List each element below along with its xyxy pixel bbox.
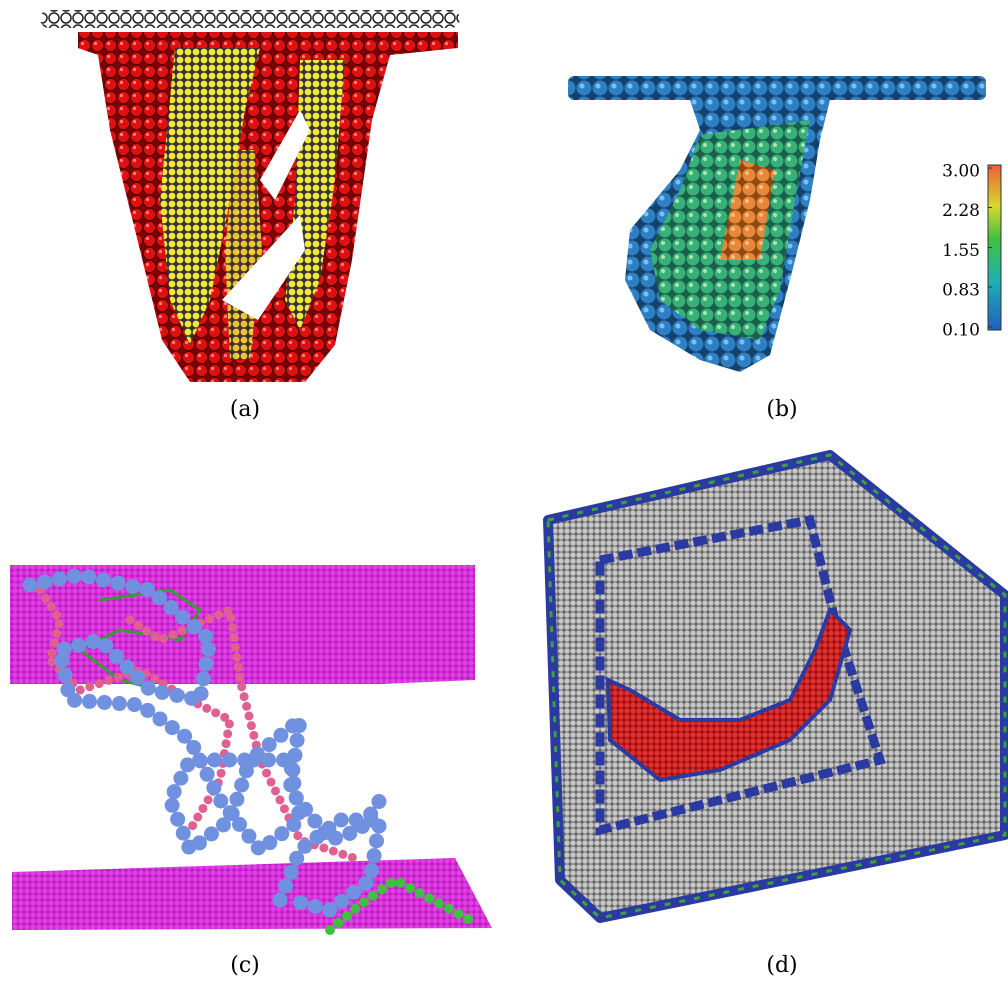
- panel-a-image: [40, 10, 460, 382]
- panel-b-image: [568, 76, 1001, 372]
- colorbar-tick-label: 2.28: [942, 201, 980, 221]
- figure: (a) (b) (c) (d) 3.00 2.28 1.55 0.83 0.10: [0, 0, 1008, 984]
- panel-label: (b): [766, 397, 797, 422]
- panel-label: (a): [230, 397, 260, 422]
- colorbar-tick-label: 3.00: [942, 162, 980, 182]
- panel-d-image: [548, 455, 1005, 918]
- colorbar-tick-label: 1.55: [942, 241, 980, 261]
- panel-label: (d): [766, 953, 797, 978]
- colorbar-tick-label: 0.83: [942, 280, 980, 300]
- panel-label: (c): [230, 953, 260, 978]
- colorbar-tick-label: 0.10: [942, 321, 980, 341]
- panel-c-image: [10, 565, 492, 930]
